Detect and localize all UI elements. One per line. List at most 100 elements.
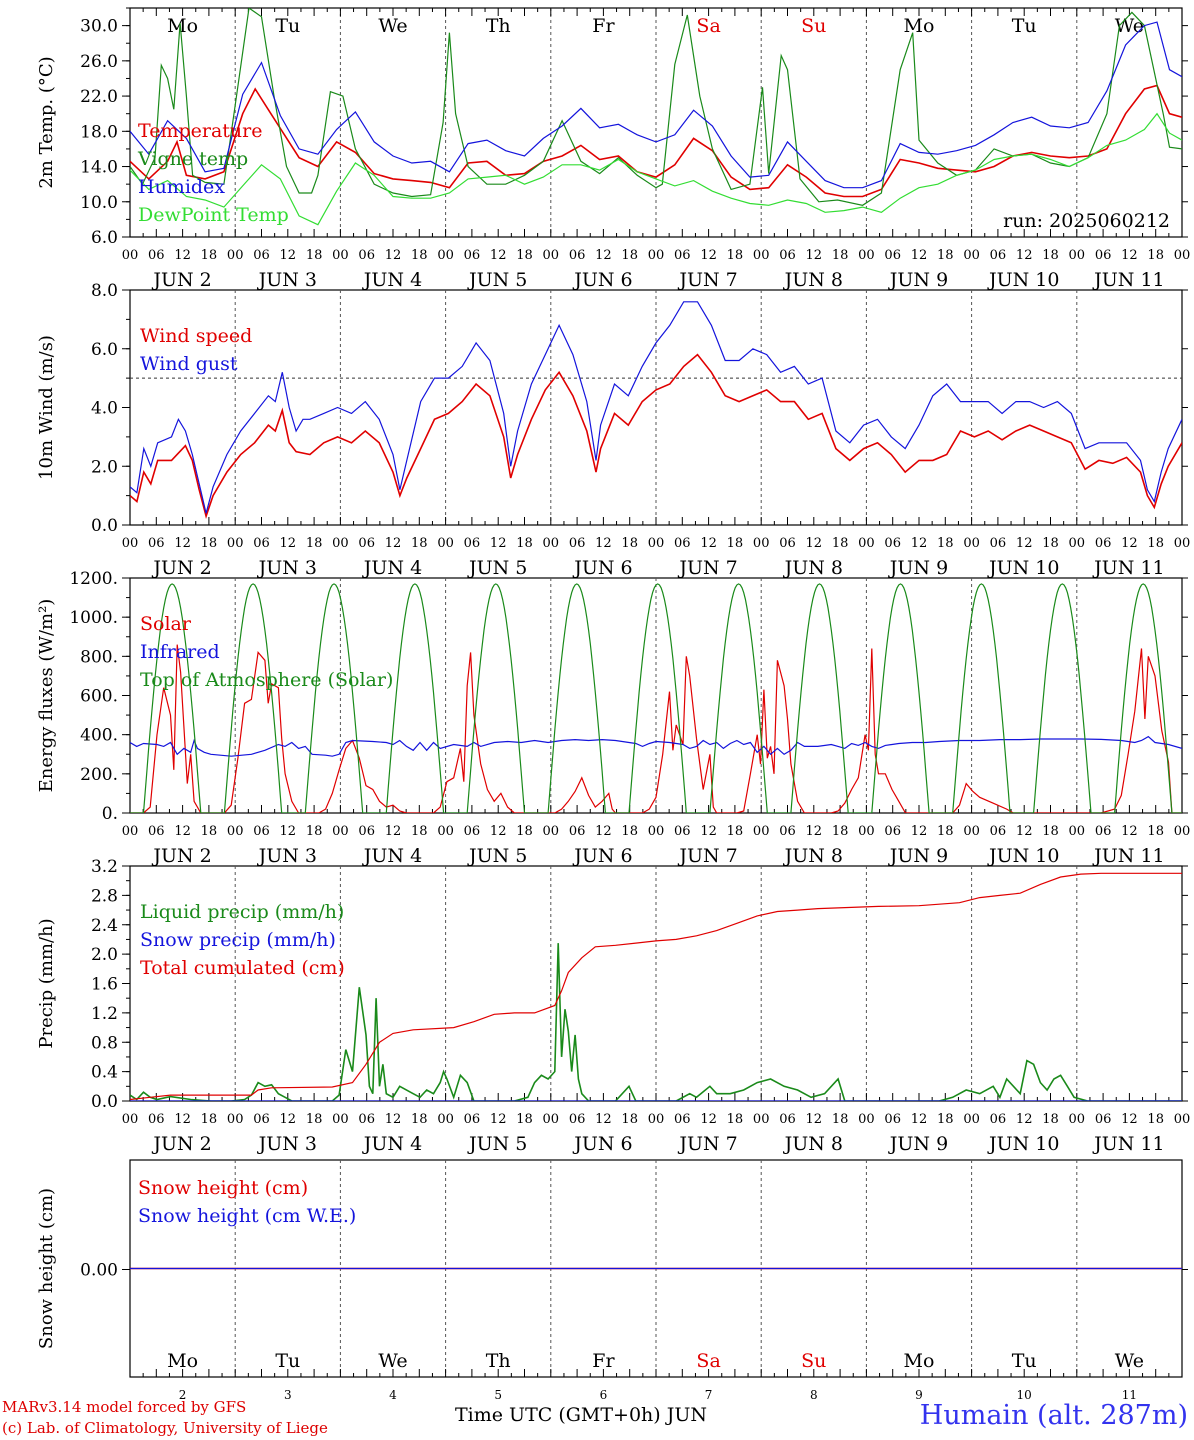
y-tick-label: 0.4 bbox=[91, 1063, 118, 1083]
day-of-week-label: Tu bbox=[275, 15, 300, 37]
hour-tick-label: 00 bbox=[227, 536, 244, 551]
series-line-humidex bbox=[130, 21, 1182, 189]
hour-tick-label: 18 bbox=[1147, 824, 1164, 839]
hour-tick-label: 06 bbox=[464, 248, 481, 263]
date-label: JUN 5 bbox=[467, 269, 527, 291]
hour-tick-label: 00 bbox=[122, 248, 139, 263]
hour-tick-label: 12 bbox=[1121, 1112, 1138, 1127]
date-label: JUN 4 bbox=[362, 557, 422, 579]
hour-tick-label: 18 bbox=[306, 1112, 323, 1127]
hour-tick-label: 06 bbox=[569, 824, 586, 839]
hour-tick-label: 00 bbox=[963, 824, 980, 839]
legend-entry: Infrared bbox=[140, 641, 220, 663]
hour-tick-label: 00 bbox=[227, 1112, 244, 1127]
hour-tick-label: 00 bbox=[648, 248, 665, 263]
date-label: JUN 6 bbox=[572, 557, 632, 579]
panel-2: 0.0 2.0 4.0 6.0 8.0 10m Wind (m/s) 00 06 12 18 JUN… bbox=[36, 281, 1190, 579]
hour-tick-label: 00 bbox=[543, 536, 560, 551]
hour-tick-label: 12 bbox=[595, 1112, 612, 1127]
hour-tick-label: 12 bbox=[1121, 824, 1138, 839]
panel-3: 0. 200. 400. 600. 800. 1000. 1200. Energy fluxe… bbox=[36, 569, 1190, 867]
day-of-week-label: We bbox=[378, 1350, 407, 1372]
hour-tick-label: 18 bbox=[201, 248, 218, 263]
hour-tick-label: 00 bbox=[648, 536, 665, 551]
series-line-total-cumulated-cm- bbox=[130, 872, 1182, 1101]
hour-tick-label: 06 bbox=[884, 248, 901, 263]
hour-tick-label: 00 bbox=[332, 1112, 349, 1127]
hour-tick-label: 18 bbox=[727, 1112, 744, 1127]
hour-tick-label: 00 bbox=[963, 248, 980, 263]
date-label: JUN 9 bbox=[888, 1133, 948, 1155]
hour-tick-label: 06 bbox=[569, 1112, 586, 1127]
hour-tick-label: 06 bbox=[990, 824, 1007, 839]
credit-line-2: (c) Lab. of Climatology, University of L… bbox=[2, 1419, 328, 1437]
hour-tick-label: 18 bbox=[832, 824, 849, 839]
hour-tick-label: 06 bbox=[253, 536, 270, 551]
hour-tick-label: 00 bbox=[332, 824, 349, 839]
hour-tick-label: 00 bbox=[648, 1112, 665, 1127]
y-tick-label: 0.00 bbox=[80, 1261, 118, 1281]
day-of-week-label: Th bbox=[486, 1350, 511, 1372]
hour-tick-label: 18 bbox=[306, 536, 323, 551]
hour-tick-label: 18 bbox=[201, 536, 218, 551]
hour-tick-label: 12 bbox=[385, 824, 402, 839]
hour-tick-label: 12 bbox=[806, 248, 823, 263]
series-line-wind-gust bbox=[130, 301, 1182, 514]
hour-tick-label: 00 bbox=[122, 824, 139, 839]
date-label: JUN 4 bbox=[362, 269, 422, 291]
series-line-dewpoint-temp bbox=[130, 112, 1182, 226]
hour-tick-label: 18 bbox=[516, 1112, 533, 1127]
hour-tick-label: 00 bbox=[1069, 824, 1086, 839]
run-label: run: 2025060212 bbox=[1003, 210, 1170, 232]
hour-tick-label: 12 bbox=[490, 824, 507, 839]
y-tick-label: 1000. bbox=[69, 608, 118, 628]
day-number-label: 6 bbox=[600, 1388, 608, 1402]
date-label: JUN 3 bbox=[257, 845, 317, 867]
hour-tick-label: 06 bbox=[358, 248, 375, 263]
date-label: JUN 7 bbox=[677, 1133, 737, 1155]
date-label: JUN 8 bbox=[783, 1133, 843, 1155]
hour-tick-label: 12 bbox=[490, 248, 507, 263]
y-tick-label: 0.0 bbox=[91, 516, 118, 536]
hour-tick-label: 06 bbox=[674, 1112, 691, 1127]
day-number-label: 8 bbox=[810, 1388, 818, 1402]
day-of-week-label: Fr bbox=[592, 15, 615, 37]
y-tick-label: 18.0 bbox=[80, 122, 118, 142]
day-number-label: 11 bbox=[1122, 1388, 1137, 1402]
hour-tick-label: 06 bbox=[990, 536, 1007, 551]
hour-tick-label: 18 bbox=[832, 536, 849, 551]
y-tick-label: 8.0 bbox=[91, 281, 118, 301]
hour-tick-label: 18 bbox=[832, 248, 849, 263]
y-tick-label: 2.0 bbox=[91, 457, 118, 477]
date-label: JUN 6 bbox=[572, 1133, 632, 1155]
hour-tick-label: 00 bbox=[858, 536, 875, 551]
hour-tick-label: 12 bbox=[280, 824, 297, 839]
date-label: JUN 5 bbox=[467, 1133, 527, 1155]
hour-tick-label: 18 bbox=[1042, 536, 1059, 551]
y-tick-label: 400. bbox=[80, 726, 118, 746]
hour-tick-label: 06 bbox=[569, 248, 586, 263]
date-label: JUN 5 bbox=[467, 557, 527, 579]
panel-4: 0.0 0.4 0.8 1.2 1.6 2.0 2.4 2.8 3.2 Precip (mm/h)… bbox=[36, 857, 1190, 1155]
legend-entry: Humidex bbox=[138, 176, 225, 198]
date-label: JUN 10 bbox=[987, 845, 1059, 867]
date-label: JUN 2 bbox=[151, 269, 211, 291]
date-label: JUN 6 bbox=[572, 845, 632, 867]
hour-tick-label: 00 bbox=[858, 1112, 875, 1127]
hour-tick-label: 00 bbox=[227, 824, 244, 839]
legend-entry: DewPoint Temp bbox=[138, 204, 289, 226]
day-of-week-label: We bbox=[1115, 1350, 1144, 1372]
legend-entry: Vigne temp bbox=[137, 148, 248, 170]
y-tick-label: 10.0 bbox=[80, 193, 118, 213]
day-of-week-label: Tu bbox=[1012, 1350, 1037, 1372]
date-label: JUN 8 bbox=[783, 269, 843, 291]
date-label: JUN 4 bbox=[362, 845, 422, 867]
legend-entry: Temperature bbox=[138, 120, 262, 142]
hour-tick-label: 12 bbox=[595, 248, 612, 263]
y-tick-label: 3.2 bbox=[91, 857, 118, 877]
day-number-label: 9 bbox=[915, 1388, 923, 1402]
hour-tick-label: 18 bbox=[621, 824, 638, 839]
legend-entry: Solar bbox=[140, 613, 192, 635]
hour-tick-label: 06 bbox=[674, 824, 691, 839]
